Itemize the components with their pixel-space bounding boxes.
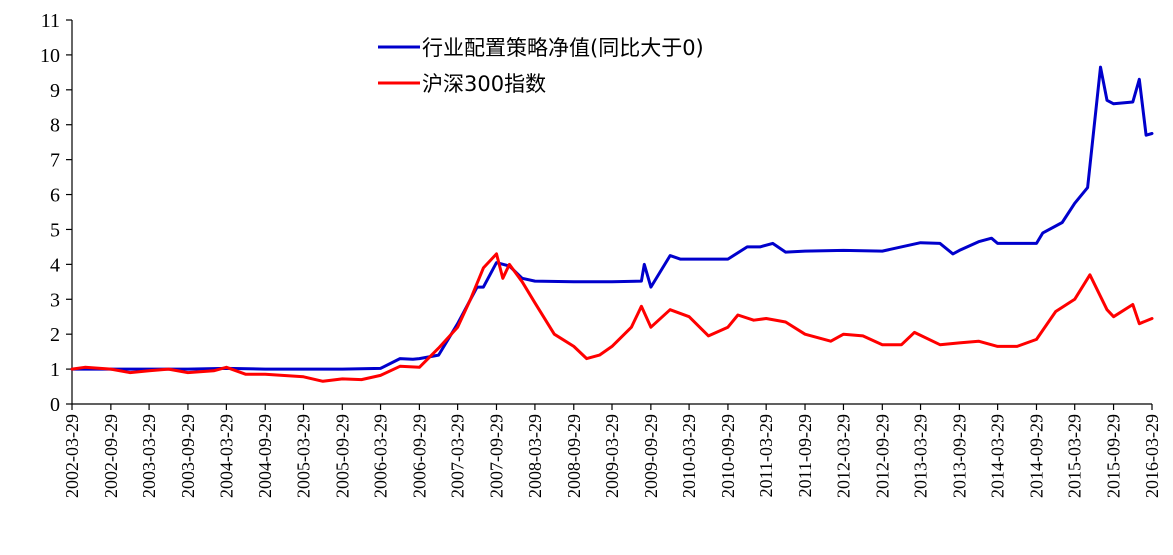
x-tick-label: 2004-09-29 xyxy=(255,414,275,498)
x-tick-label: 2013-03-29 xyxy=(911,414,931,498)
y-tick-label: 11 xyxy=(41,10,60,32)
x-tick-label: 2003-03-29 xyxy=(139,414,159,498)
x-tick-label: 2008-09-29 xyxy=(564,414,584,498)
x-tick-label: 2013-09-29 xyxy=(949,414,969,498)
y-tick-label: 1 xyxy=(50,359,60,381)
x-tick-label: 2006-09-29 xyxy=(409,414,429,498)
x-tick-label: 2012-09-29 xyxy=(872,414,892,498)
y-tick-label: 8 xyxy=(50,115,60,137)
y-tick-label: 10 xyxy=(40,45,60,67)
x-tick-label: 2014-03-29 xyxy=(988,414,1008,498)
x-tick-label: 2004-03-29 xyxy=(216,414,236,498)
y-tick-label: 3 xyxy=(50,289,60,311)
series-lines xyxy=(70,65,1154,383)
y-tick-label: 5 xyxy=(50,219,60,241)
x-tick-label: 2011-09-29 xyxy=(795,414,815,497)
legend-label-csi300: 沪深300指数 xyxy=(422,72,546,96)
x-tick-label: 2007-03-29 xyxy=(448,414,468,498)
series-line-strategy xyxy=(70,65,1154,371)
x-tick-label: 2008-03-29 xyxy=(525,414,545,498)
y-tick-label: 6 xyxy=(50,185,60,207)
x-tick-label: 2011-03-29 xyxy=(756,414,776,497)
x-tick-label: 2010-09-29 xyxy=(718,414,738,498)
x-tick-label: 2009-09-29 xyxy=(641,414,661,498)
x-tick-label: 2014-09-29 xyxy=(1026,414,1046,498)
x-tick-label: 2009-03-29 xyxy=(602,414,622,498)
y-tick-label: 4 xyxy=(50,254,60,276)
x-tick-label: 2015-09-29 xyxy=(1104,414,1124,498)
ticks: 0 1 2 3 4 5 6 7 8 9 10 11 2002-03-29 2002-09-29 2003-0… xyxy=(40,10,1162,498)
x-tick-label: 2015-03-29 xyxy=(1065,414,1085,498)
x-tick-label: 2005-09-29 xyxy=(332,414,352,498)
x-tick-label: 2006-03-29 xyxy=(371,414,391,498)
y-tick-label: 2 xyxy=(50,324,60,346)
x-tick-label: 2002-09-29 xyxy=(101,414,121,498)
x-tick-label: 2007-09-29 xyxy=(486,414,506,498)
series-line-csi300 xyxy=(70,252,1154,383)
y-tick-label: 9 xyxy=(50,80,60,102)
x-tick-label: 2010-03-29 xyxy=(679,414,699,498)
legend-label-strategy: 行业配置策略净值(同比大于0) xyxy=(422,36,704,60)
x-tick-label: 2012-03-29 xyxy=(833,414,853,498)
y-tick-label: 0 xyxy=(50,394,60,416)
x-tick-label: 2016-03-29 xyxy=(1142,414,1162,498)
x-tick-label: 2005-03-29 xyxy=(293,414,313,498)
x-tick-label: 2003-09-29 xyxy=(178,414,198,498)
x-tick-label: 2002-03-29 xyxy=(62,414,82,498)
y-tick-label: 7 xyxy=(50,150,60,172)
legend: 行业配置策略净值(同比大于0) 沪深300指数 xyxy=(378,36,704,96)
